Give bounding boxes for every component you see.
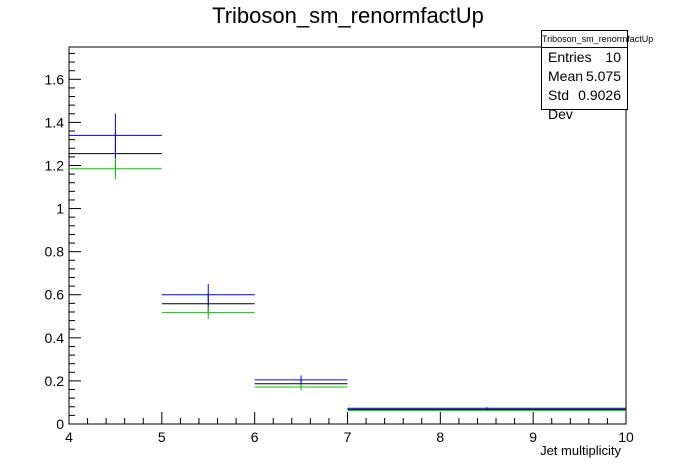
stats-value: 0.9026	[578, 87, 621, 103]
y-tick-label: 1.6	[45, 71, 65, 87]
x-tick-label: 9	[529, 429, 537, 445]
y-tick-label: 1	[56, 201, 64, 217]
x-tick-label: 8	[436, 429, 444, 445]
y-tick-label: 0.8	[45, 244, 65, 260]
stats-row: Entries 10	[542, 48, 627, 67]
x-tick-label: 6	[251, 429, 259, 445]
x-axis-label: Jet multiplicity	[540, 443, 621, 458]
stats-value: 10	[605, 49, 621, 65]
y-tick-label: 1.2	[45, 157, 65, 173]
y-axis: 0 0.2 0.4 0.6 0.8 1 1.2 1.4 1.6	[45, 52, 81, 432]
stats-label: Mean	[548, 68, 584, 84]
stats-box: Triboson_sm_renormfactUp Entries 10 Mean 5.…	[541, 30, 653, 122]
stats-label: Std Dev	[548, 87, 573, 122]
stats-title: Triboson_sm_renormfactUp	[542, 31, 653, 48]
x-tick-label: 7	[344, 429, 352, 445]
y-tick-label: 0.4	[45, 330, 65, 346]
y-tick-label: 0	[56, 416, 64, 432]
y-tick-label: 0.2	[45, 373, 65, 389]
x-axis: 4 5 6 7 8 9 10	[65, 412, 634, 445]
y-tick-label: 0.6	[45, 287, 65, 303]
x-tick-label: 5	[158, 429, 166, 445]
series	[69, 157, 626, 412]
series	[69, 132, 626, 411]
x-tick-label: 10	[618, 429, 634, 445]
series	[69, 113, 626, 410]
chart-title: Triboson_sm_renormfactUp	[212, 3, 484, 28]
stats-row: Mean 5.075	[542, 67, 627, 86]
stats-value: 5.075	[585, 68, 621, 84]
x-tick-label: 4	[65, 429, 73, 445]
stats-row: Std Dev 0.9026	[542, 86, 627, 124]
y-tick-label: 1.4	[45, 114, 65, 130]
stats-label: Entries	[548, 49, 592, 65]
series-layer	[69, 113, 626, 412]
stats-rows: Entries 10 Mean 5.075 Std Dev 0.9026	[542, 48, 627, 124]
